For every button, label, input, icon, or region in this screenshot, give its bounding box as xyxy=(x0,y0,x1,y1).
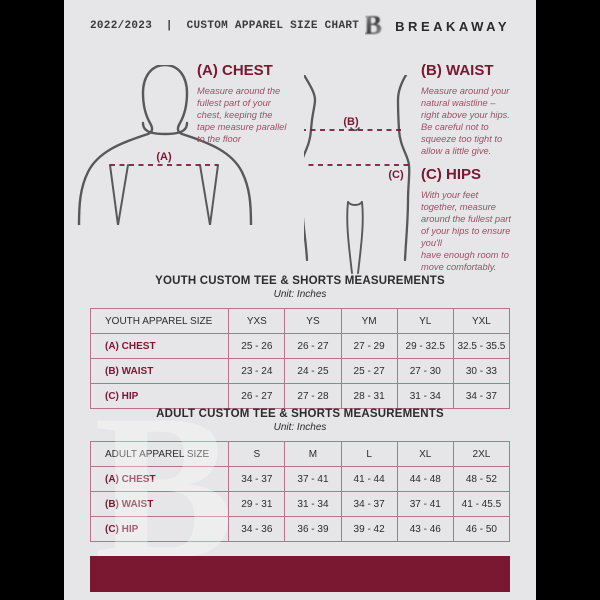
svg-text:B: B xyxy=(365,11,382,40)
svg-text:(C): (C) xyxy=(388,169,404,181)
svg-text:(B): (B) xyxy=(343,116,359,128)
svg-text:(A): (A) xyxy=(156,151,172,163)
